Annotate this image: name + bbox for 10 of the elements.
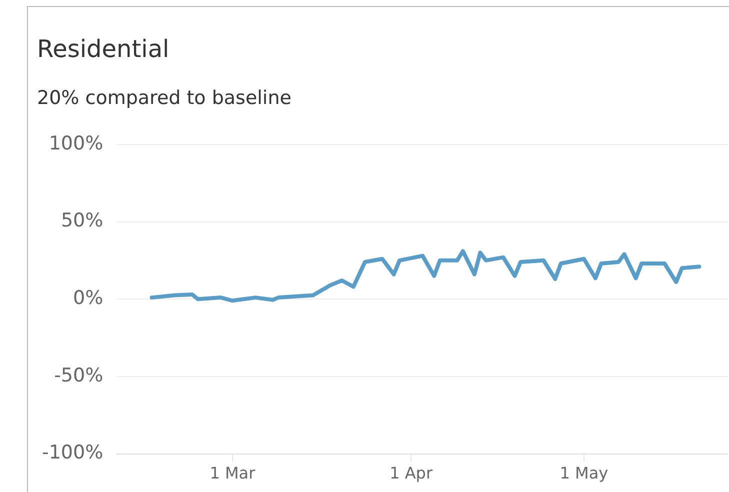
x-tick-label: 1 Mar bbox=[210, 464, 256, 483]
y-tick-label: 0% bbox=[73, 287, 104, 310]
x-tick-label: 1 Apr bbox=[390, 464, 433, 483]
x-tick-label: 1 May bbox=[560, 464, 608, 483]
chart-subtitle: 20% compared to baseline bbox=[37, 87, 292, 109]
chart-title: Residential bbox=[37, 35, 170, 63]
y-tick-label: -50% bbox=[54, 364, 104, 386]
y-tick-label: 50% bbox=[60, 210, 104, 232]
y-tick-label: -100% bbox=[42, 442, 104, 464]
y-tick-label: 100% bbox=[48, 132, 104, 154]
